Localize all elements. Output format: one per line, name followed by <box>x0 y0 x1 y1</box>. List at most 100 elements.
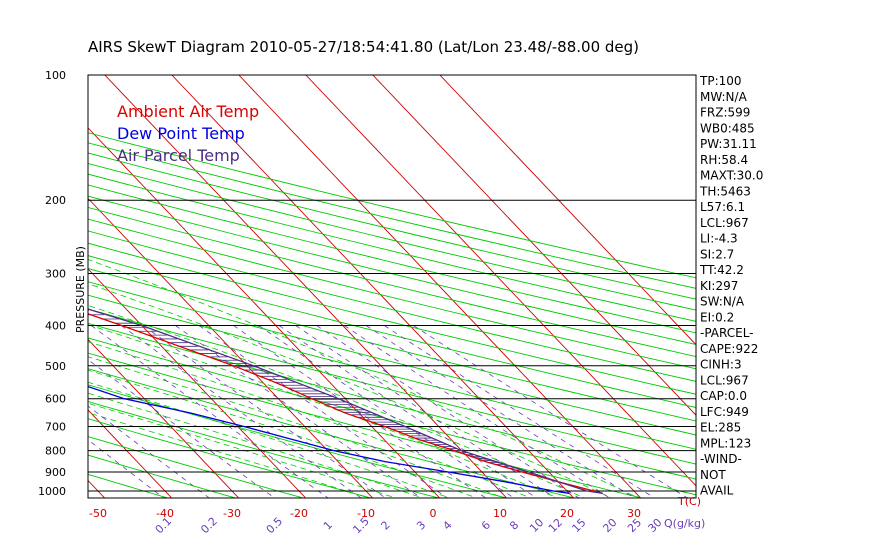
mixing-ratio-unit-label: Q(g/kg) <box>664 517 705 530</box>
pressure-tick-label: 600 <box>45 393 66 406</box>
dry-adiabat-line <box>88 162 696 311</box>
isotherm-line <box>88 338 240 498</box>
pressure-tick-label: 700 <box>45 421 66 434</box>
isotherm-line <box>88 268 307 498</box>
dry-adiabat-line <box>88 242 696 395</box>
stat-entry: FRZ:599 <box>700 106 750 120</box>
isotherm-line <box>88 409 173 498</box>
stat-entry: PW:31.11 <box>700 137 757 151</box>
stat-entry: LCL:967 <box>700 216 749 230</box>
temp-tick-label: 20 <box>560 507 574 520</box>
stat-entry: -WIND- <box>700 452 742 466</box>
dry-adiabat-line <box>88 400 441 498</box>
legend-entry: Air Parcel Temp <box>117 146 240 165</box>
pressure-tick-label: 300 <box>45 267 66 280</box>
pressure-tick-label: 1000 <box>38 485 66 498</box>
x-axis-label: T(C) <box>677 495 701 508</box>
stat-entry: TT:42.2 <box>699 263 744 277</box>
dry-adiabat-line <box>88 418 373 498</box>
stat-entry: MAXT:30.0 <box>700 169 763 183</box>
stat-entry: EL:285 <box>700 421 741 435</box>
stat-entry: KI:297 <box>700 279 738 293</box>
stat-entry: NOT <box>700 468 726 482</box>
dry-adiabat-line <box>88 322 696 480</box>
dry-adiabat-line <box>88 184 696 334</box>
stat-entry: SW:N/A <box>700 295 745 309</box>
temp-tick-label: -20 <box>290 507 308 520</box>
isotherm-line <box>104 75 508 498</box>
isotherm-line <box>372 75 696 416</box>
dry-adiabat-line <box>88 281 696 436</box>
mixing-ratio-line <box>90 325 329 498</box>
pressure-tick-label: 800 <box>45 445 66 458</box>
dry-adiabat-line <box>88 368 577 498</box>
dry-adiabat-line <box>88 195 696 345</box>
dry-adiabat-line <box>88 337 696 496</box>
stat-entry: LI:-4.3 <box>700 232 738 246</box>
dry-adiabat-line <box>88 230 696 382</box>
moist-adiabat-line <box>88 381 451 498</box>
dry-adiabat-line <box>88 436 305 498</box>
moist-adiabat-line <box>88 356 505 498</box>
mixing-ratio-line <box>142 325 387 498</box>
moist-adiabat-line <box>88 324 559 498</box>
dry-adiabat-line <box>88 294 696 450</box>
moist-adiabat-line <box>88 283 613 498</box>
stat-entry: MPL:123 <box>700 436 751 450</box>
dry-adiabat-line <box>88 173 696 322</box>
legend-entry: Dew Point Temp <box>117 124 245 143</box>
legend-entry: Ambient Air Temp <box>117 102 259 121</box>
mixing-ratio-line <box>344 325 611 498</box>
moist-adiabat-line <box>88 392 424 498</box>
dry-adiabat-line <box>88 255 696 408</box>
temp-tick-label: -10 <box>357 507 375 520</box>
stat-entry: MW:N/A <box>700 90 748 104</box>
temp-tick-label: 0 <box>430 507 437 520</box>
stat-entry: LFC:949 <box>700 405 749 419</box>
pressure-tick-label: 100 <box>45 69 66 82</box>
stat-entry: LCL:967 <box>700 373 749 387</box>
stat-entry: CINH:3 <box>700 358 742 372</box>
moist-adiabat-line <box>88 369 478 498</box>
chart-title: AIRS SkewT Diagram 2010-05-27/18:54:41.8… <box>88 38 639 56</box>
dewpoint-temp-line <box>88 385 570 494</box>
dry-adiabat-line <box>88 268 696 422</box>
mixing-ratio-line <box>88 359 276 498</box>
temp-tick-label: 30 <box>627 507 641 520</box>
stat-entry: CAPE:922 <box>700 342 758 356</box>
isotherm-line <box>238 75 642 498</box>
mixing-ratio-line <box>278 325 538 498</box>
stat-entry: SI:2.7 <box>700 247 734 261</box>
dry-adiabat-line <box>88 142 696 289</box>
mixing-ratio-line <box>258 325 515 498</box>
pressure-tick-label: 900 <box>45 466 66 479</box>
dry-adiabat-line <box>88 206 696 357</box>
mixing-ratio-line <box>175 325 422 498</box>
stat-entry: WB0:485 <box>700 121 755 135</box>
stat-entry: AVAIL <box>700 484 734 498</box>
isotherm-line <box>88 127 441 498</box>
dry-adiabat-line <box>88 132 696 279</box>
mixing-ratio-line <box>233 325 487 498</box>
dry-adiabat-line <box>88 352 644 498</box>
temp-tick-label: -50 <box>89 507 107 520</box>
moist-adiabat-line <box>88 341 532 498</box>
temp-tick-label: 10 <box>493 507 507 520</box>
moist-adiabat-line <box>88 402 397 498</box>
isotherm-line <box>171 75 575 498</box>
dry-adiabat-line <box>88 218 696 370</box>
pressure-tick-label: 400 <box>45 319 66 332</box>
stat-entry: -PARCEL- <box>700 326 754 340</box>
pressure-tick-label: 500 <box>45 360 66 373</box>
temp-tick-label: -30 <box>223 507 241 520</box>
dry-adiabat-line <box>88 454 238 498</box>
mixing-ratio-line <box>295 325 556 498</box>
stat-entry: TP:100 <box>699 74 742 88</box>
plot-frame <box>87 74 697 499</box>
pressure-tick-label: 200 <box>45 194 66 207</box>
dry-adiabat-line <box>88 152 696 300</box>
stat-entry: L57:6.1 <box>700 200 745 214</box>
temp-tick-label: -40 <box>156 507 174 520</box>
isotherm-line <box>305 75 696 487</box>
